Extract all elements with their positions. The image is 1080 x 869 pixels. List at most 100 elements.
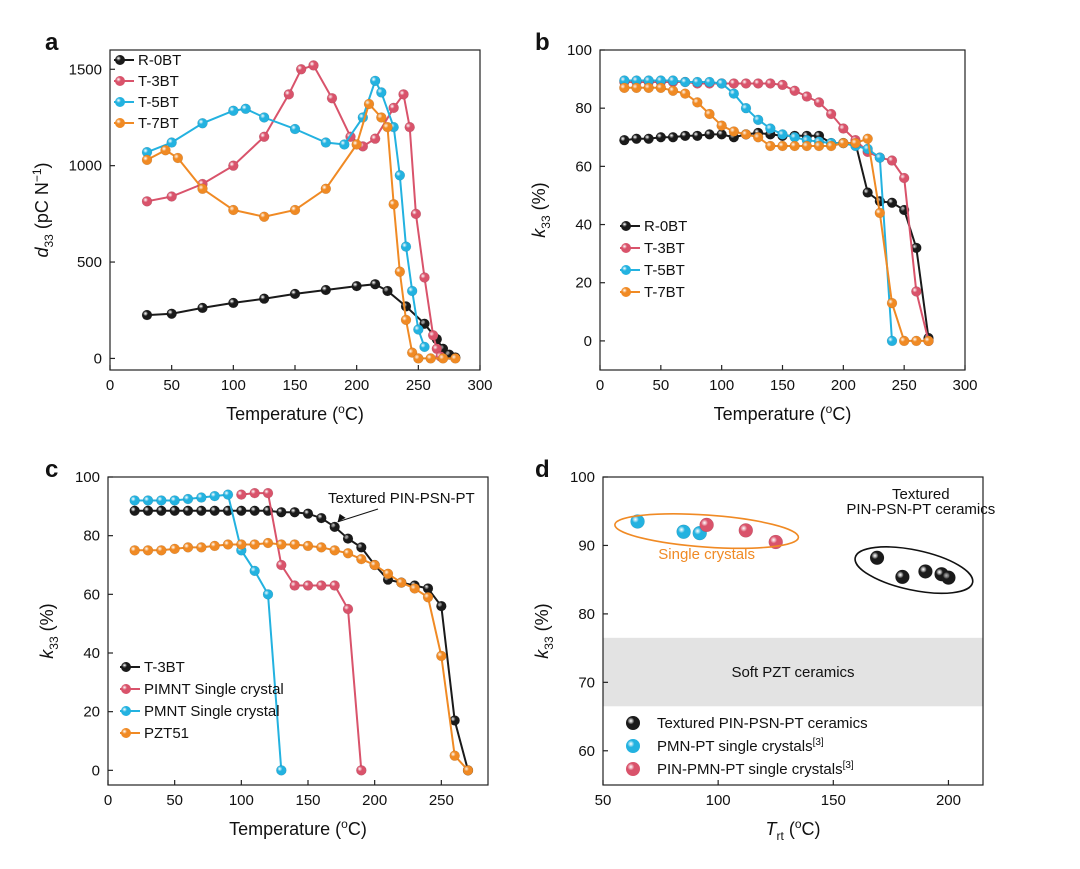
legend-marker [621,221,631,231]
legend: Textured PIN-PSN-PT ceramics PMN-PT singl… [626,715,868,778]
data-point [166,191,177,202]
data-point [369,75,381,87]
data-point [329,580,340,591]
data-point [141,154,153,166]
x-tick-label: 200 [831,377,856,394]
data-point [182,493,194,505]
data-point [156,495,167,506]
data-point [172,152,184,164]
data-point [740,78,752,89]
data-point [356,542,367,553]
data-point [631,133,642,144]
y-tick-label: 40 [83,645,100,662]
data-point [329,545,340,556]
data-point [197,118,208,129]
data-point [369,559,380,571]
legend-marker [626,762,640,776]
legend-marker [621,243,631,253]
legend-marker [626,739,640,753]
legend-marker [121,728,131,738]
y-axis-label-part: k [529,228,549,238]
soft-pzt-label: Soft PZT ceramics [731,664,854,681]
data-point [400,241,412,252]
series-1 [236,487,367,776]
data-point [862,143,873,155]
data-point [409,583,420,594]
data-point [400,314,412,326]
y-tick-label: 100 [75,469,100,486]
data-point [283,89,295,100]
y-tick-label: 20 [83,704,100,721]
panel-label: d [535,456,550,483]
series-1 [619,76,934,347]
data-point [427,330,439,341]
x-tick-label: 250 [892,377,917,394]
data-point [679,76,691,88]
data-point [369,278,381,290]
data-point [320,284,332,296]
data-point [369,133,381,144]
legend-label-text: R-0BT [644,218,687,235]
data-point [655,132,667,143]
x-tick-label: 0 [596,377,604,394]
series-line [146,78,426,348]
legend-label: PMN-PT single crystals[3] [657,737,824,755]
legend-label: T-7BT [644,284,685,301]
data-point [182,542,194,553]
data-point [129,545,140,556]
data-point [258,211,270,222]
data-point [825,140,837,152]
data-point [838,137,849,149]
data-point [398,89,409,100]
data-point [631,82,642,94]
y-axis-label-part: (%) [532,603,552,636]
x-axis-label: Temperature (oC) [229,817,367,839]
series-2 [699,517,783,550]
data-point [156,545,167,556]
x-axis-label-part: T [765,819,778,839]
series-line [241,492,363,771]
x-tick-label: 300 [467,377,492,394]
data-point [740,129,752,140]
data-point [156,505,167,516]
y-axis-label-part: (pC N [32,182,52,234]
data-point [874,207,886,219]
data-point [825,108,837,120]
data-point [404,121,415,133]
panel-a: 0 50 100 150 200 250 300 0 500 1000 1500 a Temperatu… [30,29,493,424]
data-point [862,187,873,198]
data-point [388,198,399,210]
data-point [160,144,171,156]
data-point [302,580,314,591]
x-axis-label-part: o [795,817,802,831]
data-point [289,123,301,135]
data-point [813,97,825,108]
data-point [228,297,239,309]
data-point [236,489,247,500]
legend-label-text: T-5BT [138,94,179,111]
data-point [462,765,474,776]
x-axis-label-part: Temperature ( [229,819,341,839]
y-tick-label: 80 [575,100,592,117]
legend-label-text: T-5BT [644,262,685,279]
x-tick-label: 0 [106,377,114,394]
y-axis-label-part: k [37,649,57,659]
x-axis-label: Temperature (oC) [226,402,364,424]
data-point [704,76,715,88]
data-point [789,140,800,152]
data-point [356,553,367,565]
data-point [169,543,180,555]
data-point [356,765,367,776]
data-point [351,280,362,292]
data-point [394,170,406,181]
y-tick-label: 90 [578,537,595,554]
series-2 [129,489,287,776]
legend-label-text: PIN-PMN-PT single crystals [657,761,843,778]
x-axis-label-part: C) [802,819,821,839]
y-axis-label-part: (%) [37,603,57,636]
legend-marker [121,662,131,672]
data-point [667,85,679,96]
data-point [765,78,776,89]
x-tick-label: 250 [406,377,431,394]
data-point [382,285,393,297]
